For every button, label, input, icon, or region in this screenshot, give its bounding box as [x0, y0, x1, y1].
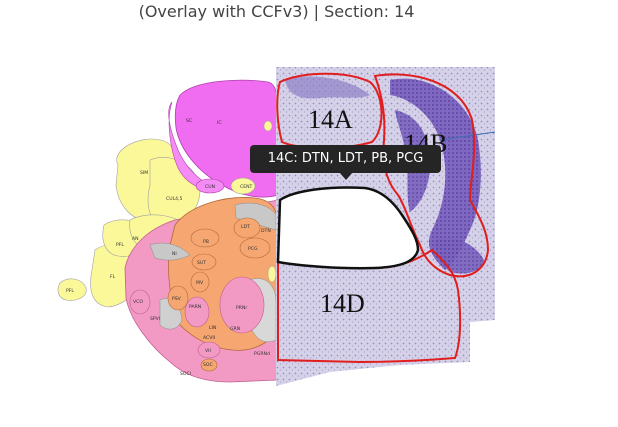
atlas-label: SIM [140, 170, 148, 176]
atlas-region-pfl-outer [57, 278, 87, 301]
region-label-14d: 14D [320, 289, 365, 318]
atlas-label: CUN [205, 184, 215, 190]
atlas-region-soc [200, 358, 218, 372]
atlas-region-prn [219, 276, 265, 334]
atlas-region-tract [149, 242, 191, 261]
atlas-region-ldt [233, 217, 261, 239]
figure-title: (Overlay with CCFv3) | Section: 14 [138, 2, 415, 21]
atlas-label: VII [205, 348, 211, 354]
atlas-label: LIN [209, 325, 216, 331]
atlas-region-sut [191, 253, 217, 271]
atlas-overlay: SIM IC SC CUN CUL4,5 CENT AN PFL FL PFL … [57, 79, 279, 383]
hover-tooltip: 14C: DTN, LDT, PB, PCG [250, 145, 441, 173]
atlas-region-parn [184, 296, 210, 328]
region-14c-shape [276, 186, 420, 270]
atlas-region-vco [129, 289, 151, 315]
atlas-label: PB [203, 239, 209, 245]
atlas-region-pcg [239, 237, 271, 259]
atlas-label: FL [110, 274, 116, 280]
atlas-label: ACVII [203, 335, 215, 341]
tooltip-pointer [339, 172, 353, 180]
atlas-label: VCO [133, 299, 143, 305]
atlas-region-cun [195, 178, 225, 194]
atlas-label: IC [217, 120, 222, 126]
atlas-label: DTN [261, 228, 271, 234]
atlas-region-small [267, 265, 277, 283]
atlas-label: CUL4,5 [166, 196, 183, 202]
atlas-label: LDT [241, 224, 250, 230]
atlas-label: PSV [172, 296, 182, 302]
atlas-label: SOC [203, 362, 213, 368]
atlas-region-small [263, 120, 273, 132]
stained-band [285, 76, 370, 99]
atlas-region-cent [230, 177, 256, 195]
region-label-14a: 14A [308, 105, 353, 134]
atlas-label: SPVI [150, 316, 160, 322]
atlas-label: CENT [240, 184, 253, 190]
atlas-label: SUT [197, 260, 206, 266]
atlas-region-psv [167, 285, 189, 311]
atlas-label: MV [196, 280, 204, 286]
region-outlines[interactable] [276, 72, 490, 364]
atlas-label: PGRNd [254, 351, 270, 357]
atlas-label: GRN [230, 326, 240, 332]
atlas-label: AN [132, 236, 139, 242]
atlas-label: SOCl [180, 371, 191, 377]
atlas-label: PFL [116, 242, 124, 248]
atlas-label: PARN [189, 304, 201, 310]
atlas-region-vii [197, 341, 221, 359]
atlas-region-v [190, 271, 210, 293]
atlas-label: PCG [248, 246, 258, 252]
atlas-label: NI [172, 251, 177, 257]
atlas-label: PRNr [236, 305, 247, 311]
atlas-region-pb [190, 228, 220, 248]
atlas-label: SC [186, 118, 192, 124]
fiducial-line [439, 131, 496, 141]
atlas-label: PFL [66, 288, 74, 294]
region-14a-outline [276, 72, 383, 149]
stained-band [390, 78, 481, 270]
